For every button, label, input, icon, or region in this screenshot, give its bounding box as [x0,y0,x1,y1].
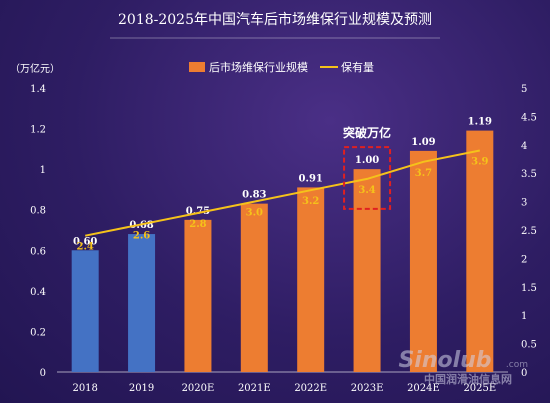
bar [71,250,99,372]
annotation: 突破万亿 [343,125,392,210]
bar [409,150,437,372]
bar-value-label: 1.19 [468,117,492,128]
line-value-label: 3.0 [246,208,263,219]
line-value-label: 3.2 [302,196,319,207]
y-left-tick-label: 0.2 [30,327,46,338]
x-tick-label: 2019 [129,383,154,394]
x-tick-label: 2023E [351,383,384,394]
line-value-label: 3.9 [471,156,488,167]
line-value-label: 3.4 [358,185,375,196]
legend: 后市场维保行业规模 保有量 [189,60,374,74]
series-line [85,149,480,237]
x-tick-label: 2020E [182,383,215,394]
bar-value-label: 1.00 [355,155,379,166]
x-tick-label: 2022E [294,383,327,394]
y-right-tick-label: 3.5 [521,169,537,180]
line-labels: 2.4 2.6 2.8 3.0 3.2 3.4 3.7 3.9 [76,156,488,252]
y-right-tick-label: 4 [521,141,527,152]
y-left-tick-label: 1 [40,165,46,176]
watermark-logo: Sinolub [398,348,491,373]
x-tick-label: 2024E [407,383,440,394]
y-left-tick-label: 1.4 [30,84,46,95]
chart-title: 2018-2025年中国汽车后市场维保行业规模及预测 [118,11,432,28]
bar-labels: 0.60 0.68 0.75 0.83 0.91 1.00 1.09 1.19 [73,117,492,248]
y-right-tick-label: 3 [521,198,527,209]
x-tick-label: 2018 [72,383,97,394]
legend-bar-label: 后市场维保行业规模 [209,60,308,74]
y-left-tick-label: 0.4 [30,287,46,298]
bar-value-label: 0.75 [186,206,210,217]
bars [71,130,494,372]
y-right-tick-label: 2 [521,254,527,265]
x-tick-label: 2025E [463,383,496,394]
bar-value-label: 0.83 [242,190,266,201]
watermark-text: 中国润滑油信息网 [424,372,512,386]
y-right-tick-label: 1 [521,311,527,322]
legend-line-label: 保有量 [341,60,374,74]
legend-bar-swatch [189,62,205,72]
y-left-tick-label: 0.6 [30,246,46,257]
y-right-tick-label: 1.5 [521,283,537,294]
watermark-logo-domain: .com [506,360,528,370]
y-right-tick-label: 0.5 [521,340,537,351]
y-left-tick-label: 0.8 [30,206,46,217]
line-value-label: 2.4 [76,242,93,253]
x-tick-label: 2021E [238,383,271,394]
bar-value-label: 0.91 [299,173,323,184]
line-series [85,149,480,237]
line-value-label: 3.7 [415,168,432,179]
bar [297,187,325,372]
annotation-box [343,146,392,210]
bar [466,130,494,372]
bar-value-label: 0.60 [73,236,97,247]
bar [353,169,381,372]
annotation-text: 突破万亿 [343,125,391,140]
y-right-tick-label: 0 [521,368,527,379]
y-left-tick-label: 1.2 [30,125,46,136]
y-right-tick-label: 5 [521,84,527,95]
y-right-tick-label: 2.5 [521,226,537,237]
bar-value-label: 1.09 [411,137,435,148]
bar-value-label: 0.68 [129,220,153,231]
watermark: Sinolub .com 中国润滑油信息网 [398,348,528,386]
line-value-label: 2.8 [189,219,206,230]
line-value-label: 2.6 [133,230,150,241]
bar [240,203,268,372]
bar [184,219,212,372]
y-left-tick-label: 0 [40,368,46,379]
bar [128,234,156,372]
y-right-tick-label: 4.5 [521,112,537,123]
y-left-axis-label: （万亿元） [10,62,60,75]
